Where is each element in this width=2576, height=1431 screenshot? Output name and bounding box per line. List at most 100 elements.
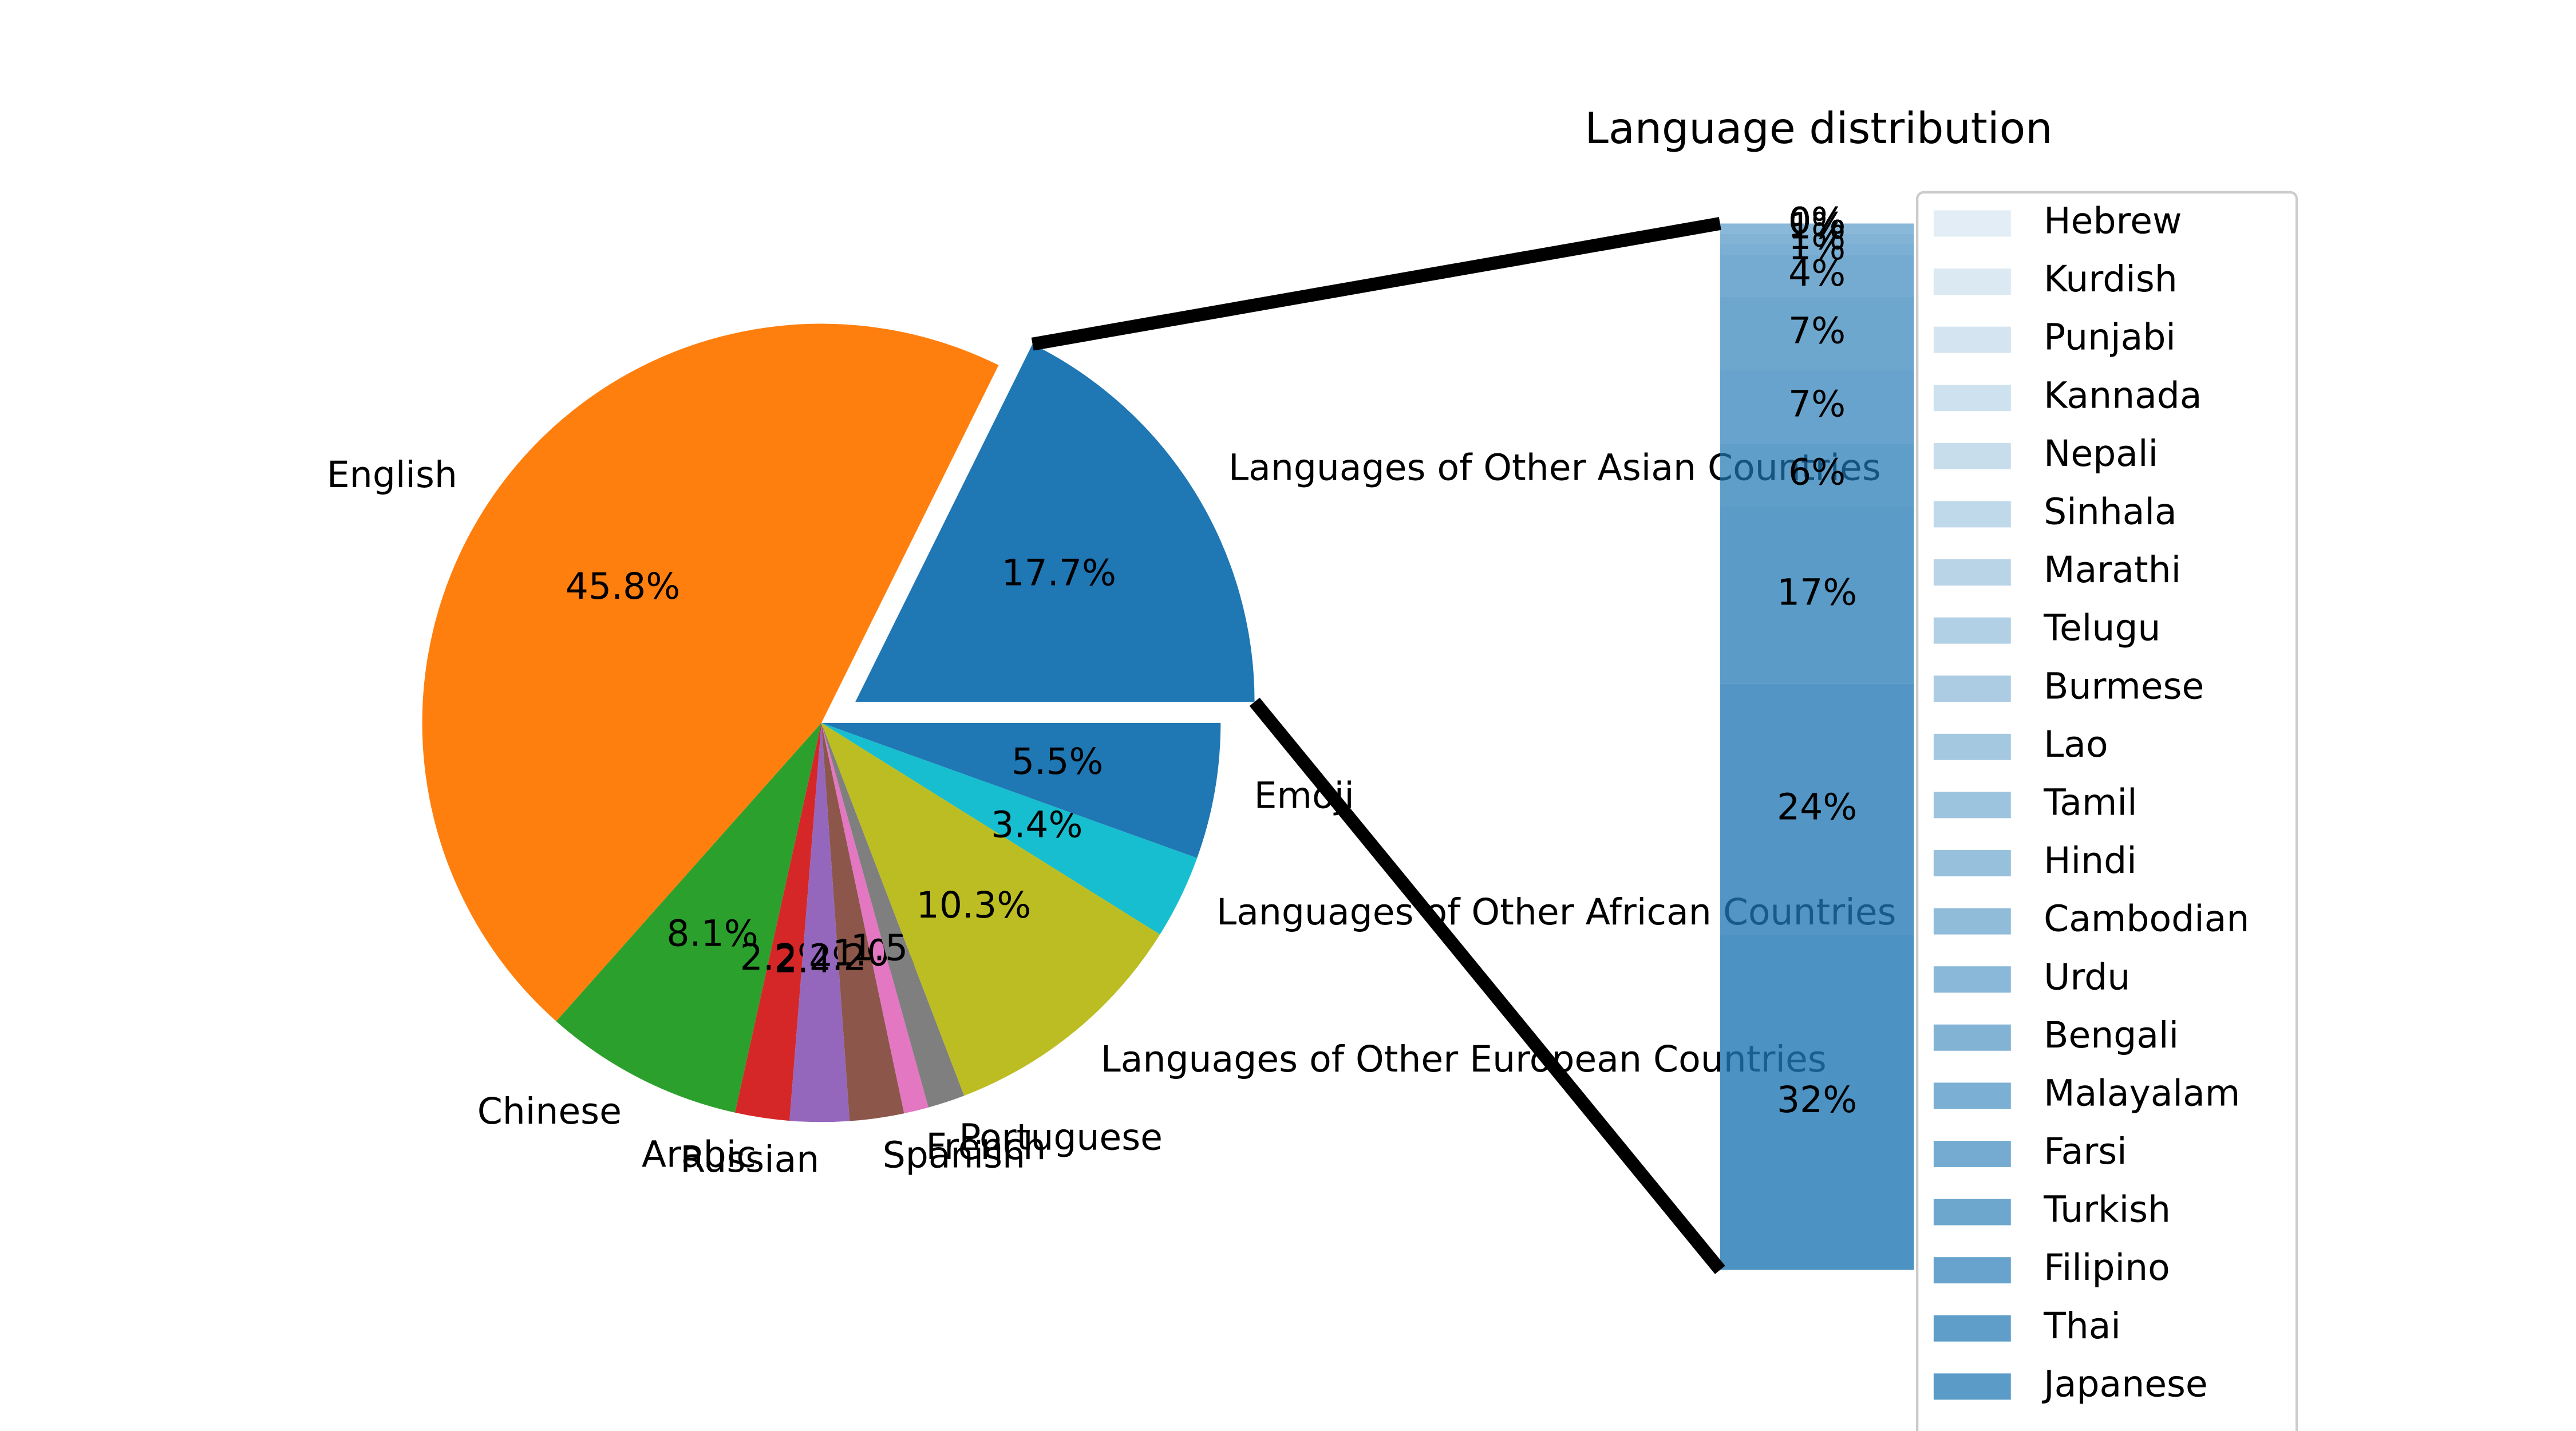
legend-label: Nepali (2044, 432, 2158, 475)
legend-swatch (1933, 908, 2011, 935)
segment-label: 0% (1788, 200, 1846, 242)
slice-label: English (327, 453, 457, 496)
legend-swatch (1933, 1199, 2011, 1226)
slice-label: Languages of Other European Countries (1101, 1038, 1827, 1080)
segment-label: 0% (1788, 200, 1846, 242)
connector (1249, 697, 1725, 1274)
legend-label: Sinhala (2044, 491, 2177, 533)
segment-label: 0% (1788, 200, 1846, 242)
slice-label: Chinese (477, 1090, 622, 1132)
percent-label: 45.8% (566, 565, 681, 607)
legend-label: Bengali (2044, 1014, 2179, 1056)
legend-label: Punjabi (2044, 316, 2176, 358)
segment-label: 6% (1788, 450, 1846, 493)
percent-label: 8.1% (666, 912, 758, 955)
legend-swatch (1933, 675, 2011, 702)
segment-label: 0% (1788, 200, 1846, 242)
legend-swatch (1933, 1257, 2011, 1284)
legend-swatch (1933, 617, 2011, 644)
legend-swatch (1933, 792, 2011, 819)
pie-slice (821, 722, 965, 1108)
segment-label: 1% (1788, 226, 1846, 268)
legend-label: Hindi (2044, 839, 2137, 881)
bar-segment (1720, 683, 1914, 935)
slice-label: Russian (680, 1138, 819, 1180)
legend-swatch (1933, 442, 2011, 469)
legend-swatch (1933, 1315, 2011, 1342)
bar-segment (1720, 935, 1914, 1270)
segment-label: 1% (1788, 215, 1846, 258)
pie-slice (855, 344, 1255, 702)
segment-label: 4% (1788, 252, 1846, 294)
legend-swatch (1933, 1141, 2011, 1167)
bar-segment (1720, 297, 1914, 370)
legend-swatch (1933, 268, 2011, 295)
connector (1031, 217, 1721, 351)
legend-label: Kannada (2044, 374, 2202, 416)
legend-swatch (1933, 1373, 2011, 1400)
legend-swatch (1933, 850, 2011, 876)
legend-swatch (1933, 1024, 2011, 1051)
slice-label: Spanish (883, 1134, 1025, 1176)
pie-slice (821, 722, 1221, 858)
legend-label: Malayalam (2044, 1072, 2240, 1114)
bar-segment (1720, 223, 1914, 234)
slice-label: French (926, 1125, 1046, 1168)
segment-label: 0% (1788, 200, 1846, 242)
pie-slice (556, 722, 821, 1113)
legend-swatch (1933, 966, 2011, 993)
segment-label: 0% (1788, 200, 1846, 242)
bar-chart: Language distribution 32%24%17%6%7%7%4%1… (1031, 104, 2298, 1431)
segment-label: 0% (1788, 200, 1846, 242)
legend-label: Thai (2043, 1304, 2121, 1347)
legend-label: Burmese (2044, 665, 2204, 707)
bar-segment (1720, 443, 1914, 507)
legend-label: Cambodian (2044, 898, 2249, 940)
legend-box (1916, 191, 2298, 1431)
pie-slice (789, 722, 850, 1122)
legend-label: Lao (2044, 723, 2108, 765)
percent-label: 5.5% (1012, 740, 1103, 782)
chart-title: Language distribution (1585, 104, 2052, 153)
pie-slice (821, 722, 1160, 1096)
segment-label: 0% (1788, 200, 1846, 242)
pie-slice (821, 722, 1198, 935)
segment-label: 0% (1788, 200, 1846, 242)
slice-label: Portuguese (959, 1116, 1163, 1159)
legend-label: Turkish (2043, 1188, 2171, 1231)
legend-label: Marathi (2044, 548, 2181, 591)
legend-label: Urdu (2044, 955, 2130, 998)
legend-swatch (1933, 559, 2011, 586)
legend-swatch (1933, 501, 2011, 528)
bar-segment (1720, 255, 1914, 297)
segment-label: 32% (1777, 1078, 1857, 1121)
legend-label: Tamil (2043, 781, 2137, 823)
legend-swatch (1933, 733, 2011, 760)
segment-label: 7% (1788, 309, 1846, 351)
pie-slice (821, 722, 904, 1121)
segment-label: 0% (1788, 200, 1846, 242)
segment-label: 1% (1788, 205, 1846, 247)
bar-segment (1720, 244, 1914, 255)
segment-label: 0% (1788, 200, 1846, 242)
segment-label: 24% (1777, 785, 1857, 828)
legend-swatch (1933, 385, 2011, 412)
legend-label: Hebrew (2044, 200, 2182, 242)
segment-label: 0% (1788, 200, 1846, 242)
pie-slice (821, 722, 929, 1114)
legend-label: Kurdish (2044, 258, 2178, 300)
pie-slice (422, 323, 999, 1022)
percent-label: 17.7% (1001, 552, 1116, 594)
percent-label: 10.3% (916, 884, 1032, 926)
slice-label: Arabic (642, 1133, 756, 1176)
legend-label: Farsi (2044, 1130, 2127, 1172)
bar-segment (1720, 234, 1914, 245)
segment-label: 17% (1777, 571, 1857, 614)
bar-segment (1720, 370, 1914, 444)
pie-chart: Languages of Other Asian Countries17.7%E… (327, 323, 1897, 1180)
pie-slice (735, 722, 821, 1121)
segment-label: 0% (1788, 200, 1846, 242)
legend-swatch (1933, 210, 2011, 237)
legend-label: Filipino (2044, 1246, 2170, 1288)
